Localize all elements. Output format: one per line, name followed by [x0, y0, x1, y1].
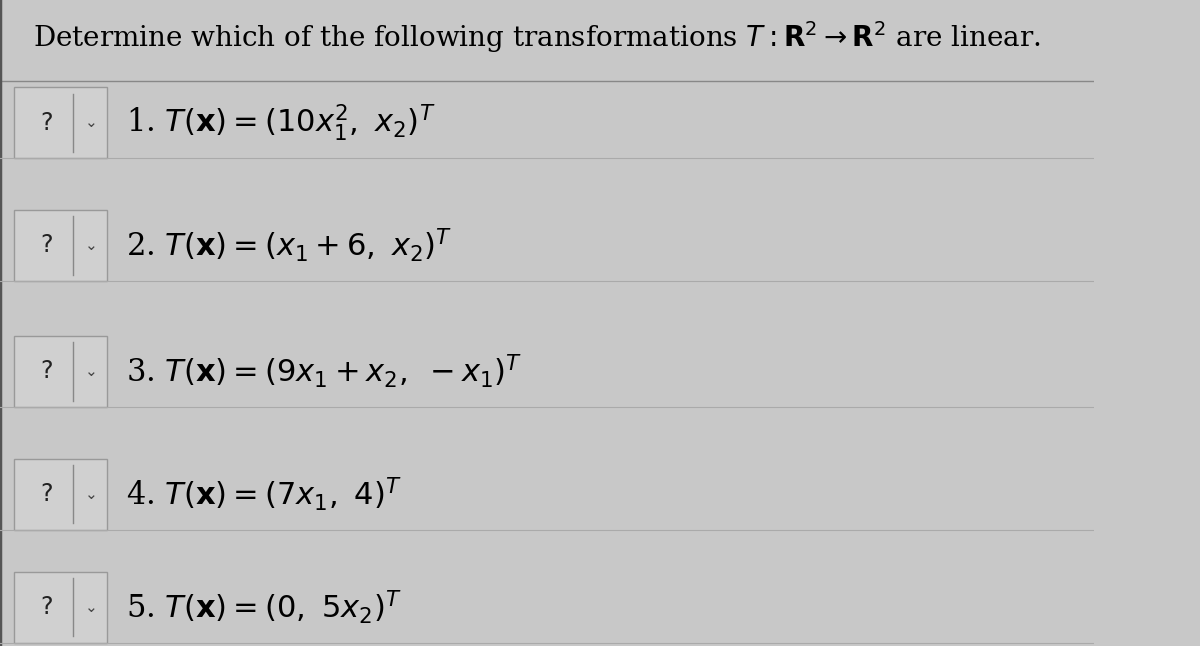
Text: 4. $T(\mathbf{x}) = (7x_1,\ 4)^T$: 4. $T(\mathbf{x}) = (7x_1,\ 4)^T$	[126, 475, 402, 513]
Text: ?: ?	[41, 482, 53, 506]
Text: 1. $T(\mathbf{x}) = (10x_1^2,\ x_2)^T$: 1. $T(\mathbf{x}) = (10x_1^2,\ x_2)^T$	[126, 102, 436, 143]
Text: 3. $T(\mathbf{x}) = (9x_1 + x_2,\ -x_1)^T$: 3. $T(\mathbf{x}) = (9x_1 + x_2,\ -x_1)^…	[126, 353, 522, 390]
Text: ⌄: ⌄	[85, 238, 97, 253]
FancyBboxPatch shape	[14, 336, 107, 407]
Text: ⌄: ⌄	[85, 115, 97, 130]
Text: ?: ?	[41, 233, 53, 258]
Text: ?: ?	[41, 359, 53, 384]
Text: ⌄: ⌄	[85, 486, 97, 502]
Text: 5. $T(\mathbf{x}) = (0,\ 5x_2)^T$: 5. $T(\mathbf{x}) = (0,\ 5x_2)^T$	[126, 589, 402, 626]
Text: ?: ?	[41, 110, 53, 135]
FancyBboxPatch shape	[14, 87, 107, 158]
FancyBboxPatch shape	[14, 572, 107, 643]
Text: ?: ?	[41, 595, 53, 620]
Text: Determine which of the following transformations $T : \mathbf{R}^2 \rightarrow \: Determine which of the following transfo…	[32, 19, 1040, 56]
FancyBboxPatch shape	[14, 210, 107, 281]
Text: ⌄: ⌄	[85, 364, 97, 379]
FancyBboxPatch shape	[14, 459, 107, 530]
Text: 2. $T(\mathbf{x}) = (x_1 + 6,\ x_2)^T$: 2. $T(\mathbf{x}) = (x_1 + 6,\ x_2)^T$	[126, 227, 452, 264]
Text: ⌄: ⌄	[85, 599, 97, 615]
